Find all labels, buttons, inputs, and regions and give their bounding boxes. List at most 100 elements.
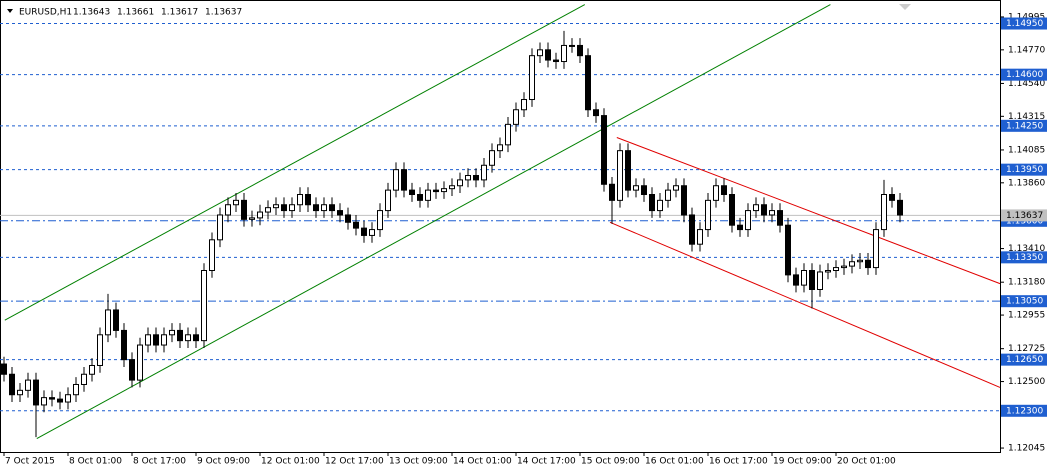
candle-body [9, 373, 15, 396]
y-tick-label: 1.12045 [1008, 444, 1045, 454]
level-label: 1.12650 [1006, 355, 1043, 365]
candle-body [665, 189, 671, 201]
y-tick-label: 1.14770 [1008, 45, 1045, 55]
candle-body [833, 267, 839, 271]
candle-body [377, 210, 383, 231]
candle-body [369, 229, 375, 236]
candle-body [841, 265, 847, 269]
candle-body [393, 169, 399, 191]
candle-body [257, 211, 263, 219]
candle-body [321, 204, 327, 212]
header-price: 1.13617 [161, 8, 198, 18]
level-label-box [1001, 17, 1047, 30]
candle-body [817, 271, 823, 290]
candle-body [609, 183, 615, 201]
shift-marker [899, 4, 911, 10]
trendline [4, 4, 586, 321]
candle-body [289, 204, 295, 212]
candle-body [753, 204, 759, 212]
candle-body [849, 261, 855, 267]
candle-body [561, 44, 567, 63]
candle-body [473, 175, 479, 181]
candle-body [81, 373, 87, 385]
candle-body [713, 185, 719, 201]
candle-body [329, 204, 335, 212]
candle-body [345, 214, 351, 223]
level-label-box [1001, 404, 1047, 417]
candle-body [241, 199, 247, 220]
x-tick-label: 8 Oct 17:00 [133, 457, 186, 467]
candle-body [225, 204, 231, 216]
candle-body [737, 224, 743, 231]
candle-body [201, 269, 207, 342]
candle-body [681, 185, 687, 216]
candle-body [601, 115, 607, 185]
y-tick-label: 1.12955 [1008, 311, 1045, 321]
candle-body [193, 334, 199, 342]
x-tick-label: 16 Oct 17:00 [709, 457, 768, 467]
candle-body [825, 269, 831, 273]
x-tick-label: 9 Oct 09:00 [197, 457, 250, 467]
level-label: 1.14600 [1006, 70, 1043, 80]
candle-body [625, 150, 631, 191]
x-tick-label: 14 Oct 17:00 [517, 457, 576, 467]
chart-title: EURUSD,H1 [19, 8, 72, 18]
candle-body [673, 185, 679, 191]
candle-body [809, 269, 815, 290]
level-label: 1.14950 [1006, 19, 1043, 29]
header-price: 1.13637 [205, 8, 242, 18]
candle-body [745, 210, 751, 231]
candle-body [217, 214, 223, 241]
candle-body [337, 210, 343, 216]
candle-body [425, 189, 431, 201]
x-tick-label: 12 Oct 17:00 [325, 457, 384, 467]
candle-body [593, 109, 599, 117]
candle-body [697, 229, 703, 245]
x-tick-label: 14 Oct 01:00 [453, 457, 512, 467]
candle-body [353, 221, 359, 229]
candle-body [497, 144, 503, 152]
x-tick-label: 16 Oct 01:00 [645, 457, 704, 467]
candle-body [881, 194, 887, 231]
candle-body [633, 185, 639, 191]
x-tick-label: 15 Oct 09:00 [581, 457, 640, 467]
level-label: 1.13350 [1006, 253, 1043, 263]
level-label-box [1001, 119, 1047, 132]
candle-body [785, 224, 791, 276]
candle-body [25, 379, 31, 391]
candle-body [161, 334, 167, 346]
candle-body [657, 199, 663, 212]
plot-frame [0, 0, 1001, 453]
candle-body [481, 164, 487, 181]
chart-layer [0, 4, 1001, 439]
trendline [36, 4, 831, 439]
candle-body [73, 383, 79, 396]
candle-body [441, 188, 447, 193]
candle-body [857, 259, 863, 263]
y-tick-label: 1.14540 [1008, 79, 1045, 89]
candle-body [873, 229, 879, 269]
candle-body [457, 179, 463, 187]
candle-body [689, 214, 695, 245]
candle-body [121, 329, 127, 361]
candle-body [1, 363, 7, 375]
candle-body [705, 199, 711, 231]
candle-body [297, 194, 303, 206]
header-price: 1.13661 [117, 8, 154, 18]
candle-body [649, 194, 655, 212]
candle-body [721, 185, 727, 196]
candle-body [553, 59, 559, 63]
candle-body [385, 189, 391, 212]
candle-body [577, 44, 583, 57]
y-tick-label: 1.13410 [1008, 244, 1045, 254]
y-tick-label: 1.14085 [1008, 145, 1045, 155]
header-price: 1.13643 [73, 8, 110, 18]
candle-body [233, 199, 239, 206]
level-label-box [1001, 251, 1047, 264]
candle-body [65, 394, 71, 403]
candle-body [505, 123, 511, 146]
y-tick-label: 1.13860 [1008, 178, 1045, 188]
candle-body [177, 329, 183, 342]
candle-body [49, 397, 55, 400]
candle-body [545, 49, 551, 61]
